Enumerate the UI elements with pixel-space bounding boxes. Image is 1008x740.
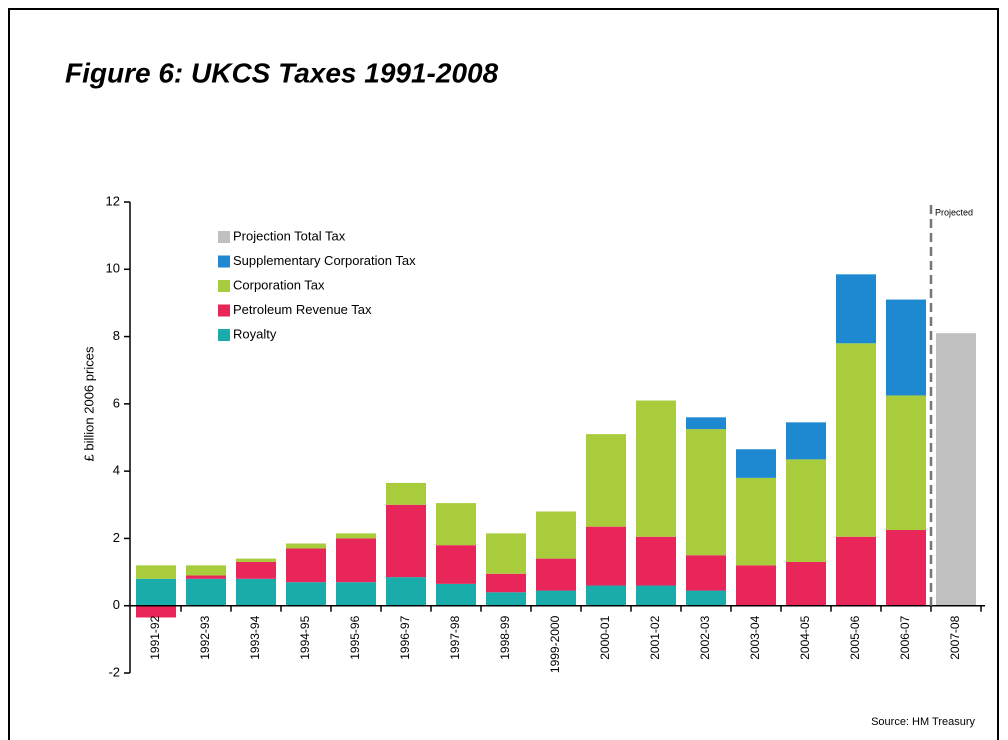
bar-segment — [736, 477, 776, 566]
y-tick-label: 4 — [113, 463, 120, 478]
x-tick-label: 2005-06 — [848, 615, 862, 659]
x-tick-label: 2002-03 — [698, 615, 712, 659]
bar-segment — [836, 343, 876, 537]
bar-segment — [436, 545, 476, 584]
x-tick-label: 2000-01 — [598, 615, 612, 659]
bar-segment — [536, 558, 576, 591]
bar-segment — [736, 565, 776, 606]
bar-segment — [886, 395, 926, 531]
y-tick-label: 2 — [113, 530, 120, 545]
bar-segment — [336, 538, 376, 583]
bar-segment — [786, 459, 826, 562]
bar-segment — [736, 449, 776, 478]
bar-segment — [486, 592, 526, 606]
bar-segment — [186, 565, 226, 576]
y-tick-label: 8 — [113, 328, 120, 343]
bar-segment — [236, 558, 276, 562]
bar-segment — [236, 578, 276, 606]
bar-segment — [586, 434, 626, 527]
x-tick-label: 1994-95 — [298, 615, 312, 659]
bar-segment — [886, 299, 926, 396]
bar-segment — [936, 333, 976, 606]
frame — [8, 8, 999, 740]
bar-segment — [786, 561, 826, 606]
bar-segment — [136, 578, 176, 606]
x-tick-label: 1991-92 — [148, 615, 162, 659]
bar-segment — [436, 583, 476, 606]
y-tick-label: 6 — [113, 395, 120, 410]
y-tick-label: 0 — [113, 597, 120, 612]
legend-swatch — [218, 280, 230, 292]
source: Source: HM Treasury — [871, 716, 975, 728]
bar-segment — [686, 555, 726, 591]
x-tick-label: 2007-08 — [948, 615, 962, 659]
bar-segment — [686, 590, 726, 606]
bar-segment — [886, 530, 926, 606]
legend-swatch — [218, 304, 230, 317]
bar-segment — [836, 274, 876, 344]
bar-segment — [386, 482, 426, 505]
legend-label: Projection Total Tax — [233, 228, 346, 243]
bar-segment — [686, 417, 726, 430]
legend-swatch — [218, 231, 230, 243]
bar-segment — [186, 575, 226, 579]
bar-segment — [486, 533, 526, 574]
x-tick-label: 1996-97 — [398, 615, 412, 659]
y-tick-label: 10 — [106, 261, 120, 276]
bar-segment — [286, 582, 326, 606]
bar-segment — [386, 577, 426, 606]
x-tick-label: 1997-98 — [448, 615, 462, 659]
y-axis-label: £ billion 2006 prices — [81, 346, 96, 461]
x-tick-label: 2003-04 — [748, 615, 762, 659]
bar-segment — [586, 526, 626, 586]
bar-segment — [386, 504, 426, 578]
legend-label: Corporation Tax — [233, 277, 325, 292]
bar-segment — [536, 590, 576, 606]
bar-segment — [636, 585, 676, 606]
legend-label: Royalty — [233, 326, 277, 341]
x-tick-label: 1993-94 — [248, 615, 262, 659]
x-tick-label: 1995-96 — [348, 615, 362, 659]
bar-segment — [636, 400, 676, 537]
annotation: Projected — [935, 207, 973, 217]
bar-segment — [836, 536, 876, 606]
y-tick-label: -2 — [108, 664, 120, 679]
bar-segment — [136, 565, 176, 579]
bar-segment — [486, 573, 526, 593]
bar-segment — [536, 511, 576, 559]
x-tick-label: 1998-99 — [498, 615, 512, 659]
x-tick-label: 1999-2000 — [548, 615, 562, 673]
bar-segment — [286, 543, 326, 549]
x-tick-label: 1992-93 — [198, 615, 212, 659]
legend-label: Petroleum Revenue Tax — [233, 302, 372, 317]
bar-segment — [336, 582, 376, 606]
x-tick-label: 2001-02 — [648, 615, 662, 659]
bar-segment — [336, 533, 376, 539]
bar-segment — [436, 503, 476, 546]
x-tick-label: 2004-05 — [798, 615, 812, 659]
legend-label: Supplementary Corporation Tax — [233, 253, 416, 268]
bar-segment — [136, 605, 176, 618]
bar-segment — [186, 578, 226, 606]
legend-swatch — [218, 329, 230, 341]
legend-swatch — [218, 255, 230, 268]
bar-segment — [786, 422, 826, 460]
bar-segment — [636, 536, 676, 586]
x-tick-label: 2006-07 — [898, 615, 912, 659]
bar-segment — [686, 429, 726, 556]
y-tick-label: 12 — [106, 193, 120, 208]
bar-segment — [236, 561, 276, 579]
bar-segment — [286, 548, 326, 583]
chart-title: Figure 6: UKCS Taxes 1991-2008 — [65, 57, 499, 88]
bar-segment — [586, 585, 626, 606]
